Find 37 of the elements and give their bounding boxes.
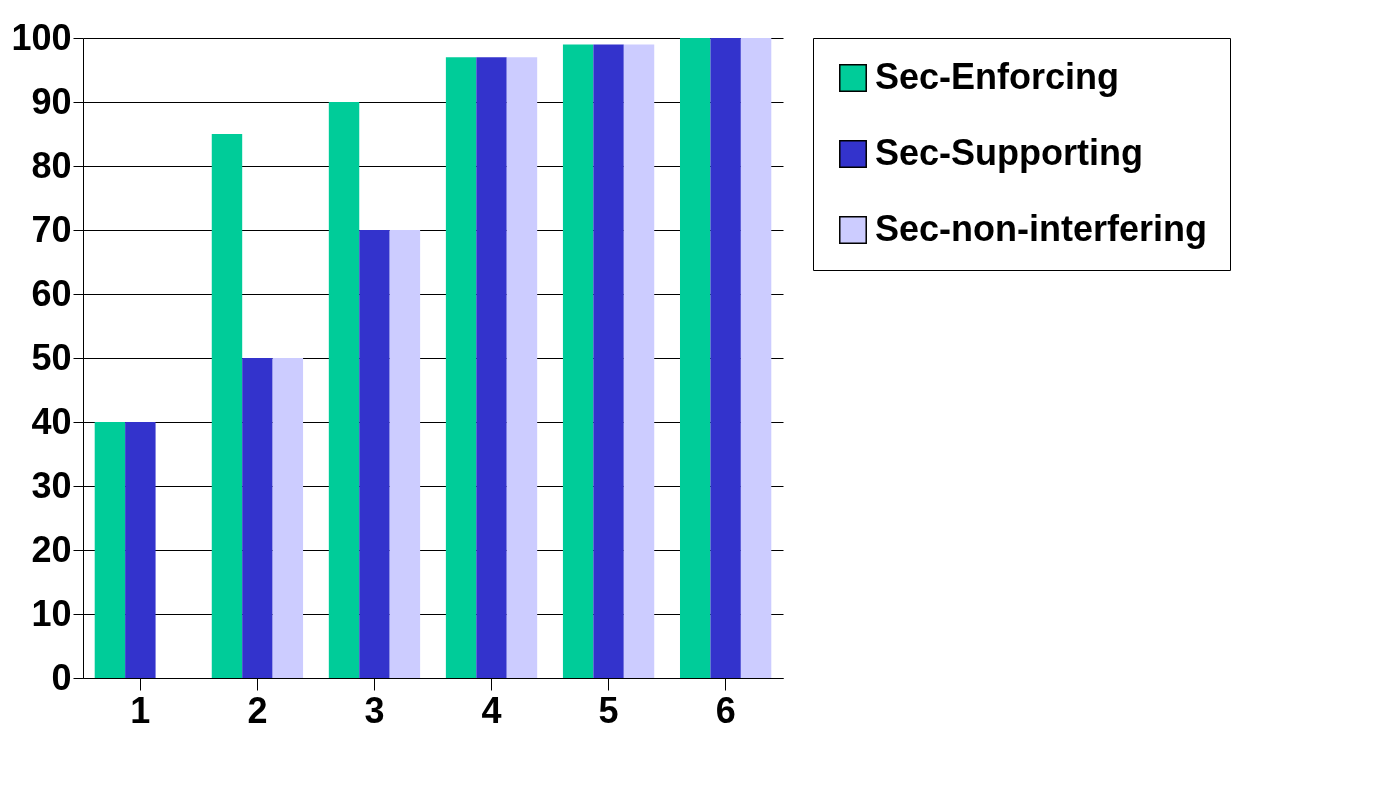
bar <box>94 422 126 678</box>
bar <box>211 134 243 678</box>
bar <box>242 358 273 678</box>
y-tick-label: 80 <box>31 144 72 186</box>
legend-label: Sec-non-interfering <box>875 208 1208 249</box>
bar <box>562 44 594 678</box>
bar <box>476 57 507 678</box>
x-tick-label: 1 <box>130 689 151 731</box>
y-tick-label: 40 <box>31 400 72 442</box>
y-tick-label: 90 <box>31 80 72 122</box>
bar <box>445 57 477 678</box>
x-tick-label: 2 <box>247 689 268 731</box>
bar <box>740 38 772 678</box>
bar <box>506 57 538 678</box>
x-tick-label: 6 <box>715 689 736 731</box>
y-tick-label: 30 <box>31 464 72 506</box>
bar <box>328 102 360 678</box>
y-tick-label: 60 <box>31 272 72 314</box>
x-tick-label: 3 <box>364 689 385 731</box>
bar <box>623 44 655 678</box>
y-tick-label: 10 <box>31 592 72 634</box>
y-tick-label: 100 <box>11 16 72 58</box>
bar <box>593 44 624 678</box>
y-tick-label: 0 <box>51 656 72 698</box>
y-tick-label: 20 <box>31 528 72 570</box>
y-tick-label: 50 <box>31 336 72 378</box>
legend-label: Sec-Enforcing <box>875 56 1120 97</box>
y-tick-label: 70 <box>31 208 72 250</box>
bar <box>679 38 711 678</box>
bar <box>272 358 304 678</box>
x-tick-label: 5 <box>598 689 619 731</box>
bar <box>359 230 390 678</box>
bar <box>710 38 741 678</box>
bar <box>125 422 156 678</box>
x-tick-label: 4 <box>481 689 502 731</box>
legend-label: Sec-Supporting <box>875 132 1143 173</box>
bar <box>389 230 421 678</box>
